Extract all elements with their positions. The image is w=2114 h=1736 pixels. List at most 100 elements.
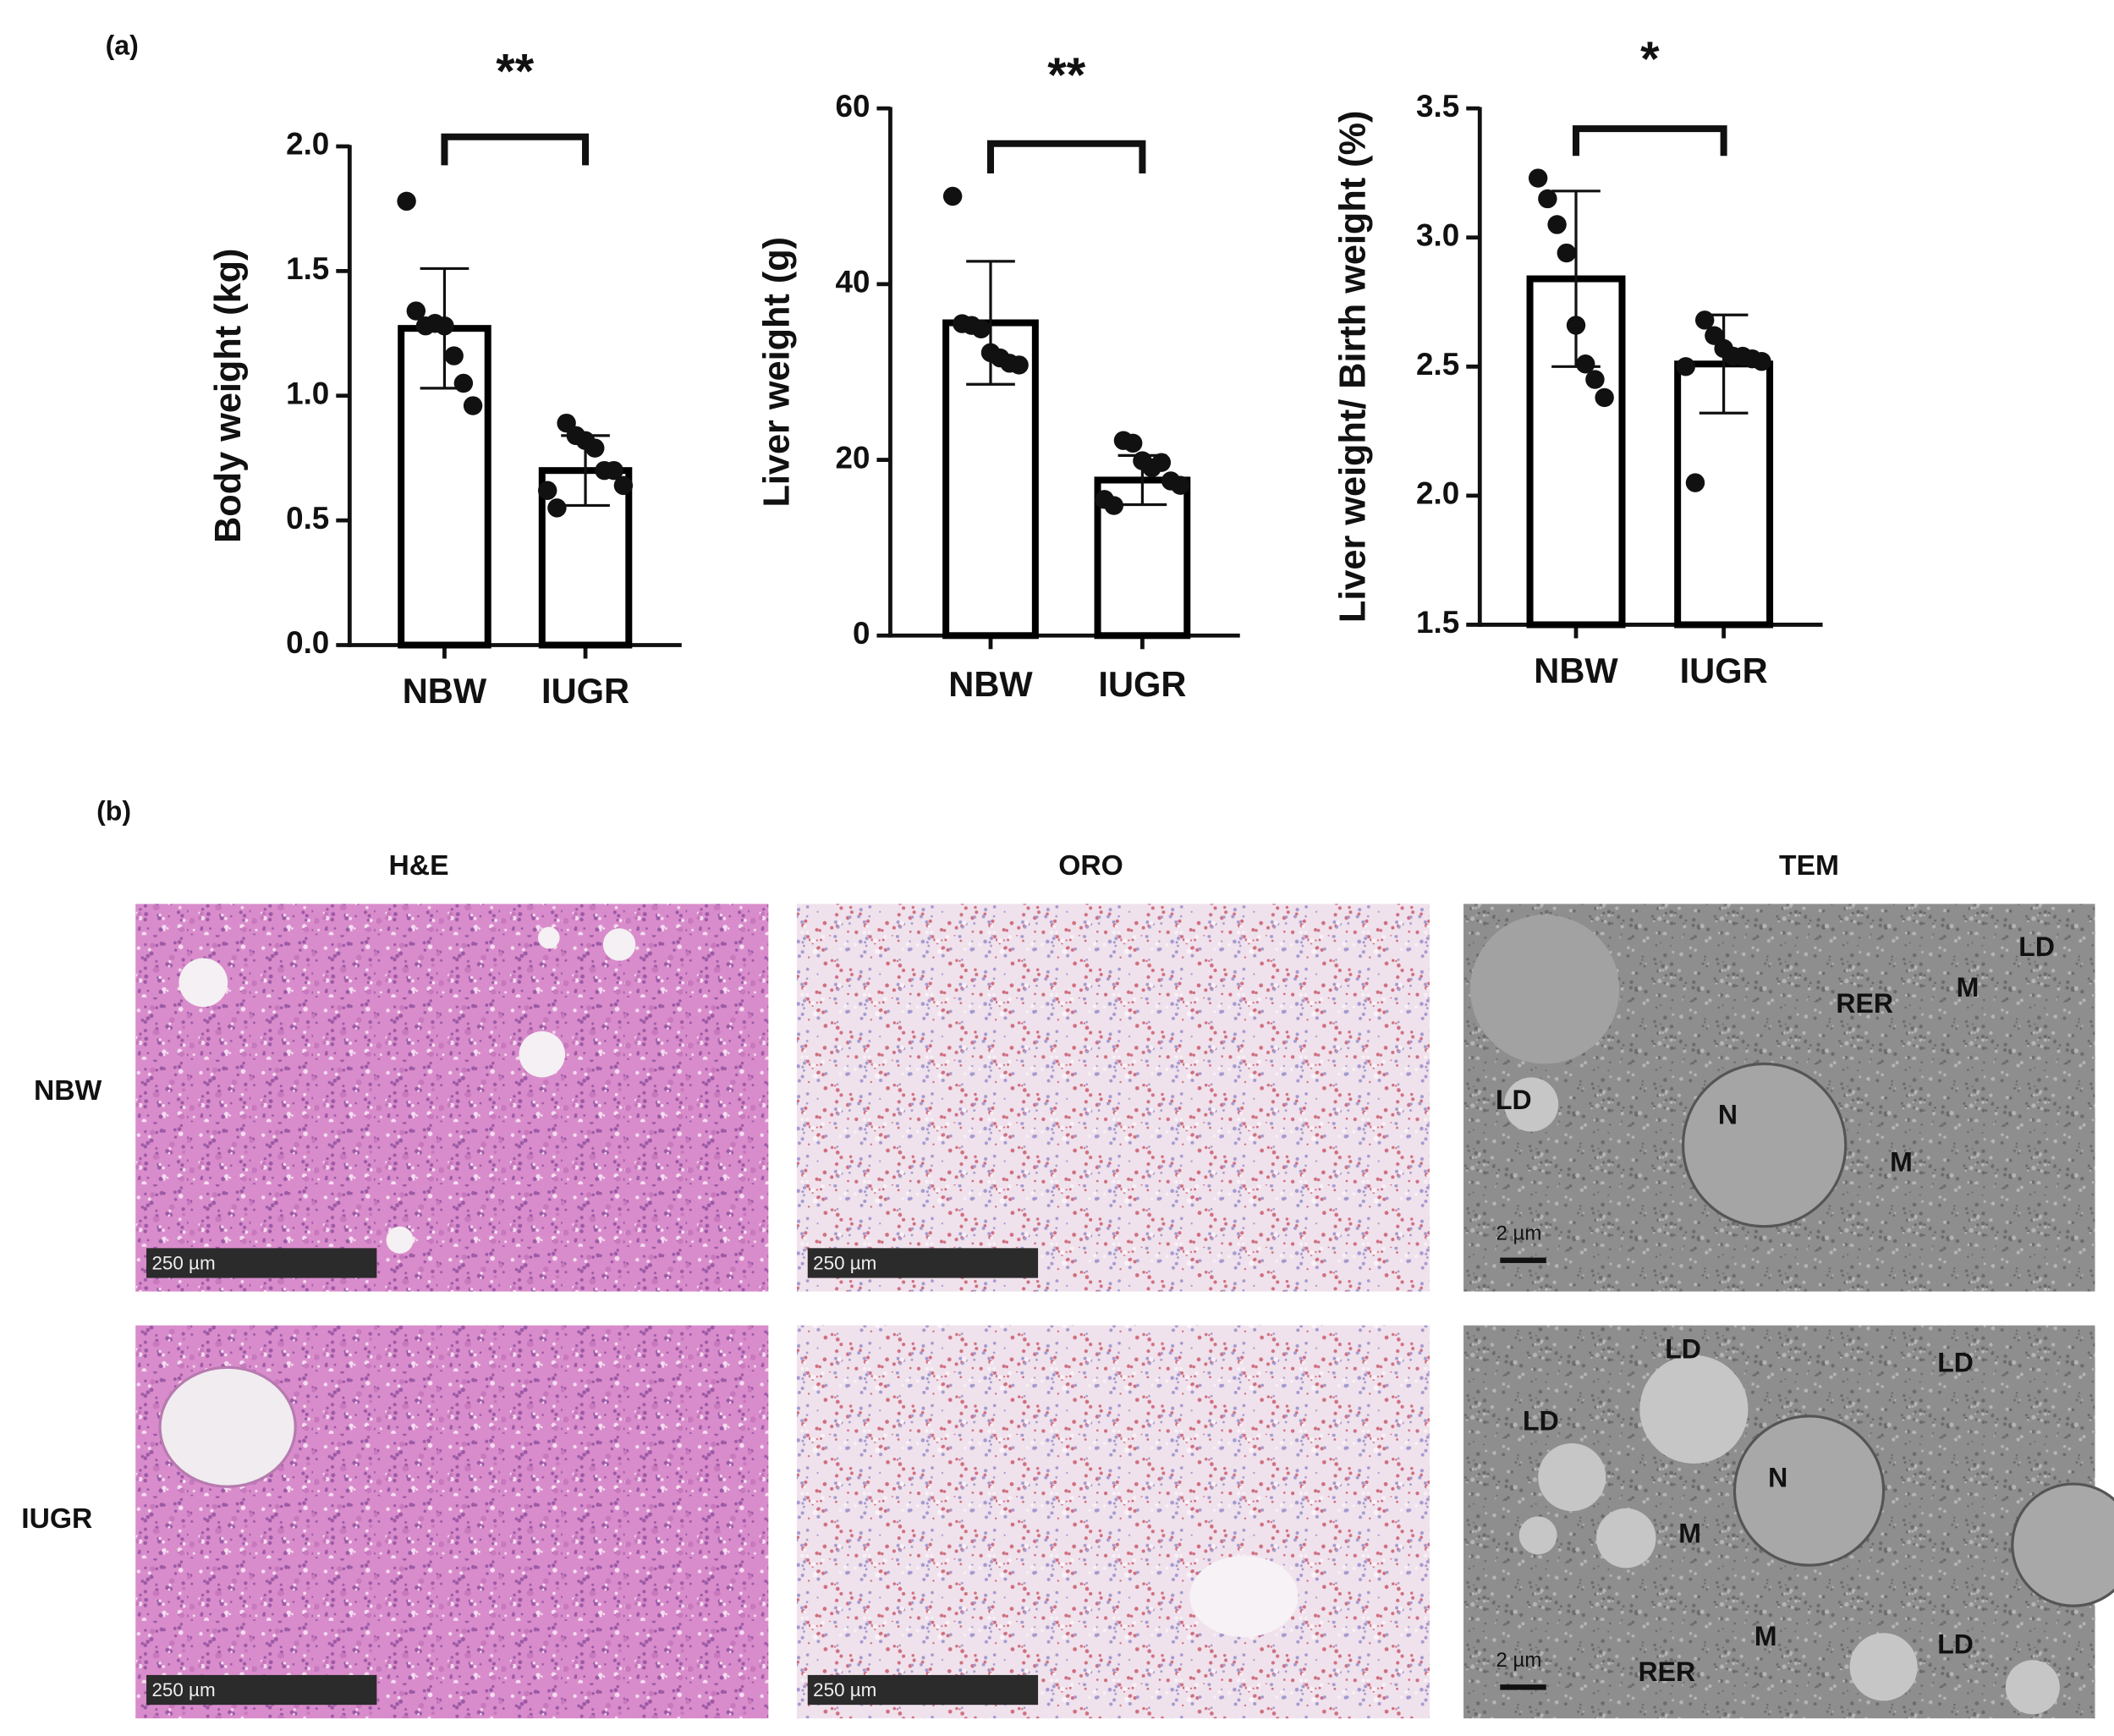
significance: *: [1640, 32, 1660, 86]
y-tick-label: 0: [853, 616, 870, 651]
data-point: [604, 460, 623, 481]
micrograph: [135, 904, 769, 1292]
tem-annotation: N: [1718, 1099, 1738, 1129]
y-axis-label: Liver weight (g): [757, 237, 798, 508]
micrograph: [796, 904, 1430, 1292]
significance-bracket: [1573, 125, 1727, 157]
scale-bar-label: 2 µm: [1496, 1649, 1542, 1672]
lipid-droplet: [1538, 1442, 1606, 1512]
data-point: [1104, 496, 1123, 515]
vessel: [519, 1031, 566, 1078]
tem-annotation: M: [1678, 1518, 1701, 1548]
data-point: [1538, 189, 1557, 209]
column-title: H&E: [389, 850, 449, 882]
data-point: [1151, 453, 1172, 472]
data-point: [1528, 168, 1548, 188]
tem-annotation: N: [1768, 1463, 1787, 1493]
vessel: [386, 1226, 414, 1254]
vessel: [602, 928, 636, 961]
data-point: [1595, 387, 1614, 408]
y-axis-label: Body weight (kg): [208, 249, 249, 543]
lipid-droplet: [1518, 1516, 1557, 1555]
significance: **: [1047, 48, 1085, 102]
data-point: [397, 191, 416, 212]
panel-label: (b): [96, 796, 131, 827]
tem-annotation: RER: [1836, 988, 1893, 1019]
significance-bracket: [441, 133, 590, 166]
lipid-droplet: [1596, 1508, 1656, 1568]
data-point: [1576, 354, 1595, 374]
y-tick-label: 40: [835, 265, 870, 299]
data-point: [1752, 351, 1771, 371]
tem-annotation: LD: [2018, 931, 2055, 962]
lipid-droplet: [2005, 1660, 2060, 1715]
scale-bar: [807, 1674, 1039, 1706]
significance: **: [496, 44, 534, 98]
nucleus: [2011, 1482, 2114, 1607]
data-point: [547, 498, 567, 518]
scale-bar: [1500, 1684, 1546, 1690]
column-title: ORO: [1058, 850, 1123, 882]
data-point: [1547, 215, 1567, 234]
tem-annotation: LD: [1937, 1348, 1974, 1378]
vessel: [158, 1365, 297, 1488]
row-title: IUGR: [21, 1503, 92, 1535]
data-point: [453, 373, 474, 393]
scale-bar-label: 250 µm: [813, 1679, 876, 1700]
y-tick-label: 1.5: [286, 251, 329, 286]
data-point: [463, 396, 483, 415]
data-point: [1566, 316, 1586, 335]
y-tick-label: 3.0: [1416, 217, 1459, 252]
nucleus: [1732, 1415, 1886, 1567]
data-point: [435, 316, 454, 336]
tem-annotation: LD: [1496, 1085, 1532, 1115]
data-point: [444, 346, 464, 365]
data-point: [406, 301, 426, 321]
data-point: [1171, 475, 1190, 495]
y-tick-label: 2.0: [286, 127, 329, 162]
x-tick-label: IUGR: [1680, 651, 1768, 690]
panel-label: (a): [106, 30, 139, 61]
error-bar: [966, 260, 1015, 386]
row-title: NBW: [34, 1075, 102, 1107]
lipid-droplet: [1639, 1354, 1749, 1464]
data-point: [1585, 370, 1605, 389]
lipid-droplet: [1504, 1077, 1559, 1132]
data-point: [613, 475, 634, 496]
y-tick-label: 60: [835, 89, 870, 124]
x-tick-label: IUGR: [1098, 664, 1186, 704]
nucleus: [1681, 1062, 1848, 1228]
scale-bar: [146, 1674, 377, 1706]
data-point: [1694, 310, 1715, 330]
vessel: [537, 926, 560, 949]
data-point: [585, 438, 605, 458]
x-tick-label: NBW: [1534, 651, 1618, 690]
significance-bracket: [987, 140, 1146, 174]
tem-annotation: LD: [1665, 1334, 1701, 1365]
y-tick-label: 1.5: [1416, 605, 1459, 640]
x-tick-label: IUGR: [541, 671, 629, 711]
vessel: [1189, 1555, 1299, 1638]
scale-bar: [146, 1248, 377, 1278]
y-tick-label: 2.0: [1416, 476, 1459, 511]
scale-bar-label: 2 µm: [1496, 1222, 1542, 1245]
y-tick-label: 3.5: [1416, 89, 1459, 124]
y-tick-label: 2.5: [1416, 347, 1459, 382]
tem-annotation: M: [1890, 1146, 1913, 1177]
tem-annotation: M: [1754, 1621, 1777, 1651]
data-point: [1557, 243, 1577, 263]
vessel: [178, 958, 228, 1008]
data-point: [971, 319, 991, 339]
data-point: [942, 186, 963, 206]
data-point: [537, 481, 557, 500]
tem-annotation: LD: [1523, 1405, 1559, 1436]
scale-bar: [807, 1248, 1039, 1278]
y-tick-label: 1.0: [286, 376, 329, 410]
nucleus: [1470, 915, 1620, 1064]
y-tick-label: 20: [835, 440, 870, 475]
column-title: TEM: [1779, 850, 1839, 882]
tem-annotation: M: [1957, 972, 1979, 1003]
